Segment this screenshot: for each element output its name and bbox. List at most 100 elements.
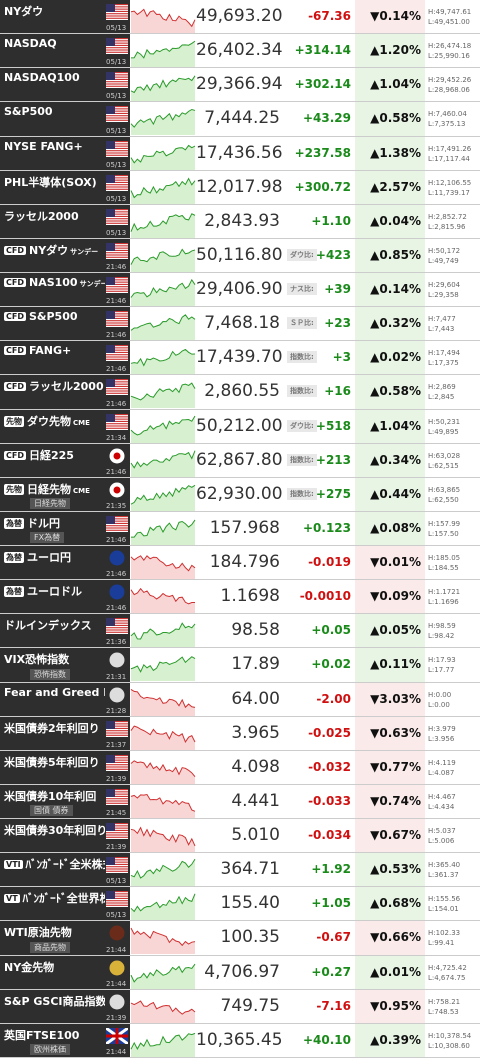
low: L:17,117.44	[428, 154, 470, 163]
sparkline-part	[130, 963, 196, 983]
high-low: H:29,452.26 L:28,968.06	[425, 68, 480, 101]
change-percent: ▼0.63%	[355, 716, 425, 750]
quote-row[interactable]: 米国債券10年利回 国債 債券 21:45 4.441 -0.033 ▼0.74% H:4.…	[0, 784, 480, 820]
quote-row[interactable]: CFD ラッセル2000 21:46 2,860.55 指数比: +16 ▲0.58% H:2…	[0, 375, 480, 410]
chart-cell	[130, 990, 196, 1023]
sparkline-part	[106, 620, 128, 622]
change-percent: ▲0.85%	[355, 238, 425, 273]
instrument-name-line: CFD ラッセル2000	[4, 378, 104, 394]
quote-row[interactable]: 為替 ドル円 FX為替 21:46 157.968 +0.123 ▲0.08% H:157.9…	[0, 511, 480, 547]
quote-row[interactable]: VTI ﾊﾞﾝｶﾞｰﾄﾞ全米株式 ETF 05/13 364.71 +1.92 ▲0.53…	[0, 853, 480, 888]
quote-row[interactable]: CFD NYダウ サンデー 21:46 50,116.80 ダウ比: +423 ▲0.85% H…	[0, 238, 480, 274]
high-low: H:12,106.55 L:11,739.17	[425, 171, 480, 204]
quote-row[interactable]: 為替 ユーロ円 21:46 184.796 -0.019 ▼0.01% H:185.05 L:…	[0, 546, 480, 581]
update-time: 21:39	[106, 843, 127, 852]
flag-cell	[105, 955, 130, 989]
chart-cell	[130, 341, 196, 375]
high: H:29,604	[428, 281, 461, 290]
quote-row[interactable]: VIX恐怖指数 恐怖指数 21:31 17.89 +0.02 ▲0.11% H:17.93 L…	[0, 648, 480, 683]
sparkline	[109, 994, 125, 1010]
low: L:99.41	[428, 939, 455, 948]
sparkline	[130, 656, 196, 682]
change-percent: ▲0.58%	[355, 375, 425, 409]
flag-cell	[105, 750, 130, 784]
chart-cell	[130, 273, 196, 307]
quote-row[interactable]: Fear and Greed Index 21:28 64.00 -2.00 ▼3.03…	[0, 682, 480, 717]
chart-cell	[130, 956, 196, 989]
sparkline-part	[106, 242, 115, 251]
sparkline-part	[106, 905, 128, 907]
flag-cell	[105, 273, 130, 307]
quote-row[interactable]: ラッセル2000 05/13 2,843.93 +1.10 ▲0.04% H:2,852.…	[0, 204, 480, 239]
change-percent: ▲0.39%	[355, 1023, 425, 1057]
update-time: 21:46	[106, 399, 127, 408]
sparkline-part	[106, 866, 128, 868]
quote-row[interactable]: CFD S&P500 21:46 7,468.18 ＳＰ比: +23 ▲0.32% H:7,4…	[0, 307, 480, 342]
flag-cell	[105, 682, 130, 716]
quote-row[interactable]: 先物 ダウ先物 CME 21:34 50,212.00 ダウ比: +518 ▲1.04% H:5…	[0, 409, 480, 444]
sparkline-part	[106, 793, 128, 795]
sub-link[interactable]: 日経先物	[30, 497, 70, 509]
change: +300.72	[284, 171, 355, 204]
sparkline-part	[106, 345, 115, 354]
quote-row[interactable]: ドルインデックス 21:36 98.58 +0.05 ▲0.05% H:98.59 L:98…	[0, 614, 480, 649]
instrument-name-line: ドルインデックス	[4, 617, 92, 633]
flag-cell	[105, 68, 130, 102]
high: H:17,494	[428, 349, 461, 358]
sparkline-part	[106, 318, 128, 320]
quote-row[interactable]: NY金先物 21:44 4,706.97 +0.27 ▲0.01% H:4,725.42 L…	[0, 955, 480, 990]
name-cell: CFD NYダウ サンデー	[0, 238, 105, 273]
sparkline-part	[106, 81, 128, 83]
quote-row[interactable]: 英国FTSE100 欧州株価 21:44 10,365.45 +40.10 ▲0.39% H…	[0, 1023, 480, 1058]
quote-row[interactable]: 米国債券5年利回り 21:39 4.098 -0.032 ▼0.77% H:4.119 L:…	[0, 750, 480, 785]
sparkline-part	[130, 314, 196, 331]
quote-row[interactable]: NASDAQ 05/13 26,402.34 +314.14 ▲1.20% H:26,47…	[0, 34, 480, 69]
change-percent: ▲1.04%	[355, 68, 425, 102]
quote-row[interactable]: 米国債券2年利回り 21:37 3.965 -0.025 ▼0.63% H:3.979 L:…	[0, 716, 480, 751]
sparkline	[106, 515, 128, 532]
quote-row[interactable]: 米国債券30年利回り 21:39 5.010 -0.034 ▼0.67% H:5.037 L…	[0, 819, 480, 854]
change-value: +23	[324, 316, 351, 331]
quote-row[interactable]: CFD 日経225 21:46 62,867.80 指数比: +213 ▲0.34% H:63…	[0, 443, 480, 478]
quote-row[interactable]: CFD NAS100 サンデー 21:46 29,406.90 ナス比: +39 ▲0.14%…	[0, 273, 480, 308]
quote-row[interactable]: NASDAQ100 05/13 29,366.94 +302.14 ▲1.04% H:29…	[0, 68, 480, 103]
high-low: H:17.93 L:17.77	[425, 648, 480, 681]
change-percent: ▼0.01%	[355, 546, 425, 580]
change-value: +1.05	[311, 896, 351, 911]
sparkline-part	[106, 766, 128, 768]
sub-link[interactable]: 恐怖指数	[30, 668, 70, 680]
instrument-name: S&P500	[4, 105, 53, 119]
quote-row[interactable]: CFD FANG+ 21:46 17,439.70 指数比: +3 ▲0.02% H:17,4…	[0, 341, 480, 376]
change-value: +300.72	[294, 179, 351, 194]
quote-row[interactable]: WTI原油先物 商品先物 21:44 100.35 -0.67 ▼0.66% H:102.3…	[0, 921, 480, 956]
quote-row[interactable]: 先物 日経先物 CME 日経先物 21:35 62,930.00 指数比: +275 ▲0.44…	[0, 477, 480, 512]
sub-link[interactable]: FX為替	[30, 532, 65, 544]
quote-row[interactable]: NYダウ 05/13 49,693.20 -67.36 ▼0.14% H:49,747.6…	[0, 0, 480, 35]
quote-row[interactable]: 為替 ユーロドル 21:46 1.1698 -0.0010 ▼0.09% H:1.1721 L…	[0, 580, 480, 615]
sparkline-part	[106, 324, 128, 327]
change: -0.025	[284, 717, 355, 750]
sub-link[interactable]: 国債 債券	[30, 805, 73, 817]
name-cell: VTI ﾊﾞﾝｶﾞｰﾄﾞ全米株式 ETF	[0, 853, 140, 887]
sparkline-part	[106, 834, 128, 836]
sparkline	[106, 174, 128, 191]
sparkline-part	[130, 75, 196, 94]
instrument-name: PHL半導体(SOX)	[4, 175, 97, 189]
high-low: H:185.05 L:184.55	[425, 546, 480, 579]
instrument-tag: VTI	[4, 860, 23, 870]
quote-row[interactable]: S&P GSCI商品指数 21:39 749.75 -7.16 ▼0.95% H:758.…	[0, 989, 480, 1024]
quote-row[interactable]: NYSE FANG+ 05/13 17,436.56 +237.58 ▲1.38% H:1…	[0, 136, 480, 171]
quote-row[interactable]: S&P500 05/13 7,444.25 +43.29 ▲0.58% H:7,460.0…	[0, 102, 480, 137]
update-time: 21:46	[106, 604, 127, 613]
price: 364.71	[220, 859, 280, 880]
change: +0.02	[284, 648, 355, 681]
sub-link[interactable]: 商品先物	[30, 941, 70, 953]
quote-row[interactable]: PHL半導体(SOX) 05/13 12,017.98 +300.72 ▲2.57% H:…	[0, 170, 480, 205]
change-percent: ▼0.77%	[355, 750, 425, 784]
change: +0.123	[284, 512, 355, 545]
high: H:26,474.18	[428, 42, 472, 51]
quote-row[interactable]: VT ﾊﾞﾝｶﾞｰﾄﾞ全世界株式 ETF 05/13 155.40 +1.05 ▲0.68…	[0, 887, 480, 922]
sub-link[interactable]: 欧州株価	[30, 1043, 70, 1055]
sparkline	[106, 857, 128, 874]
